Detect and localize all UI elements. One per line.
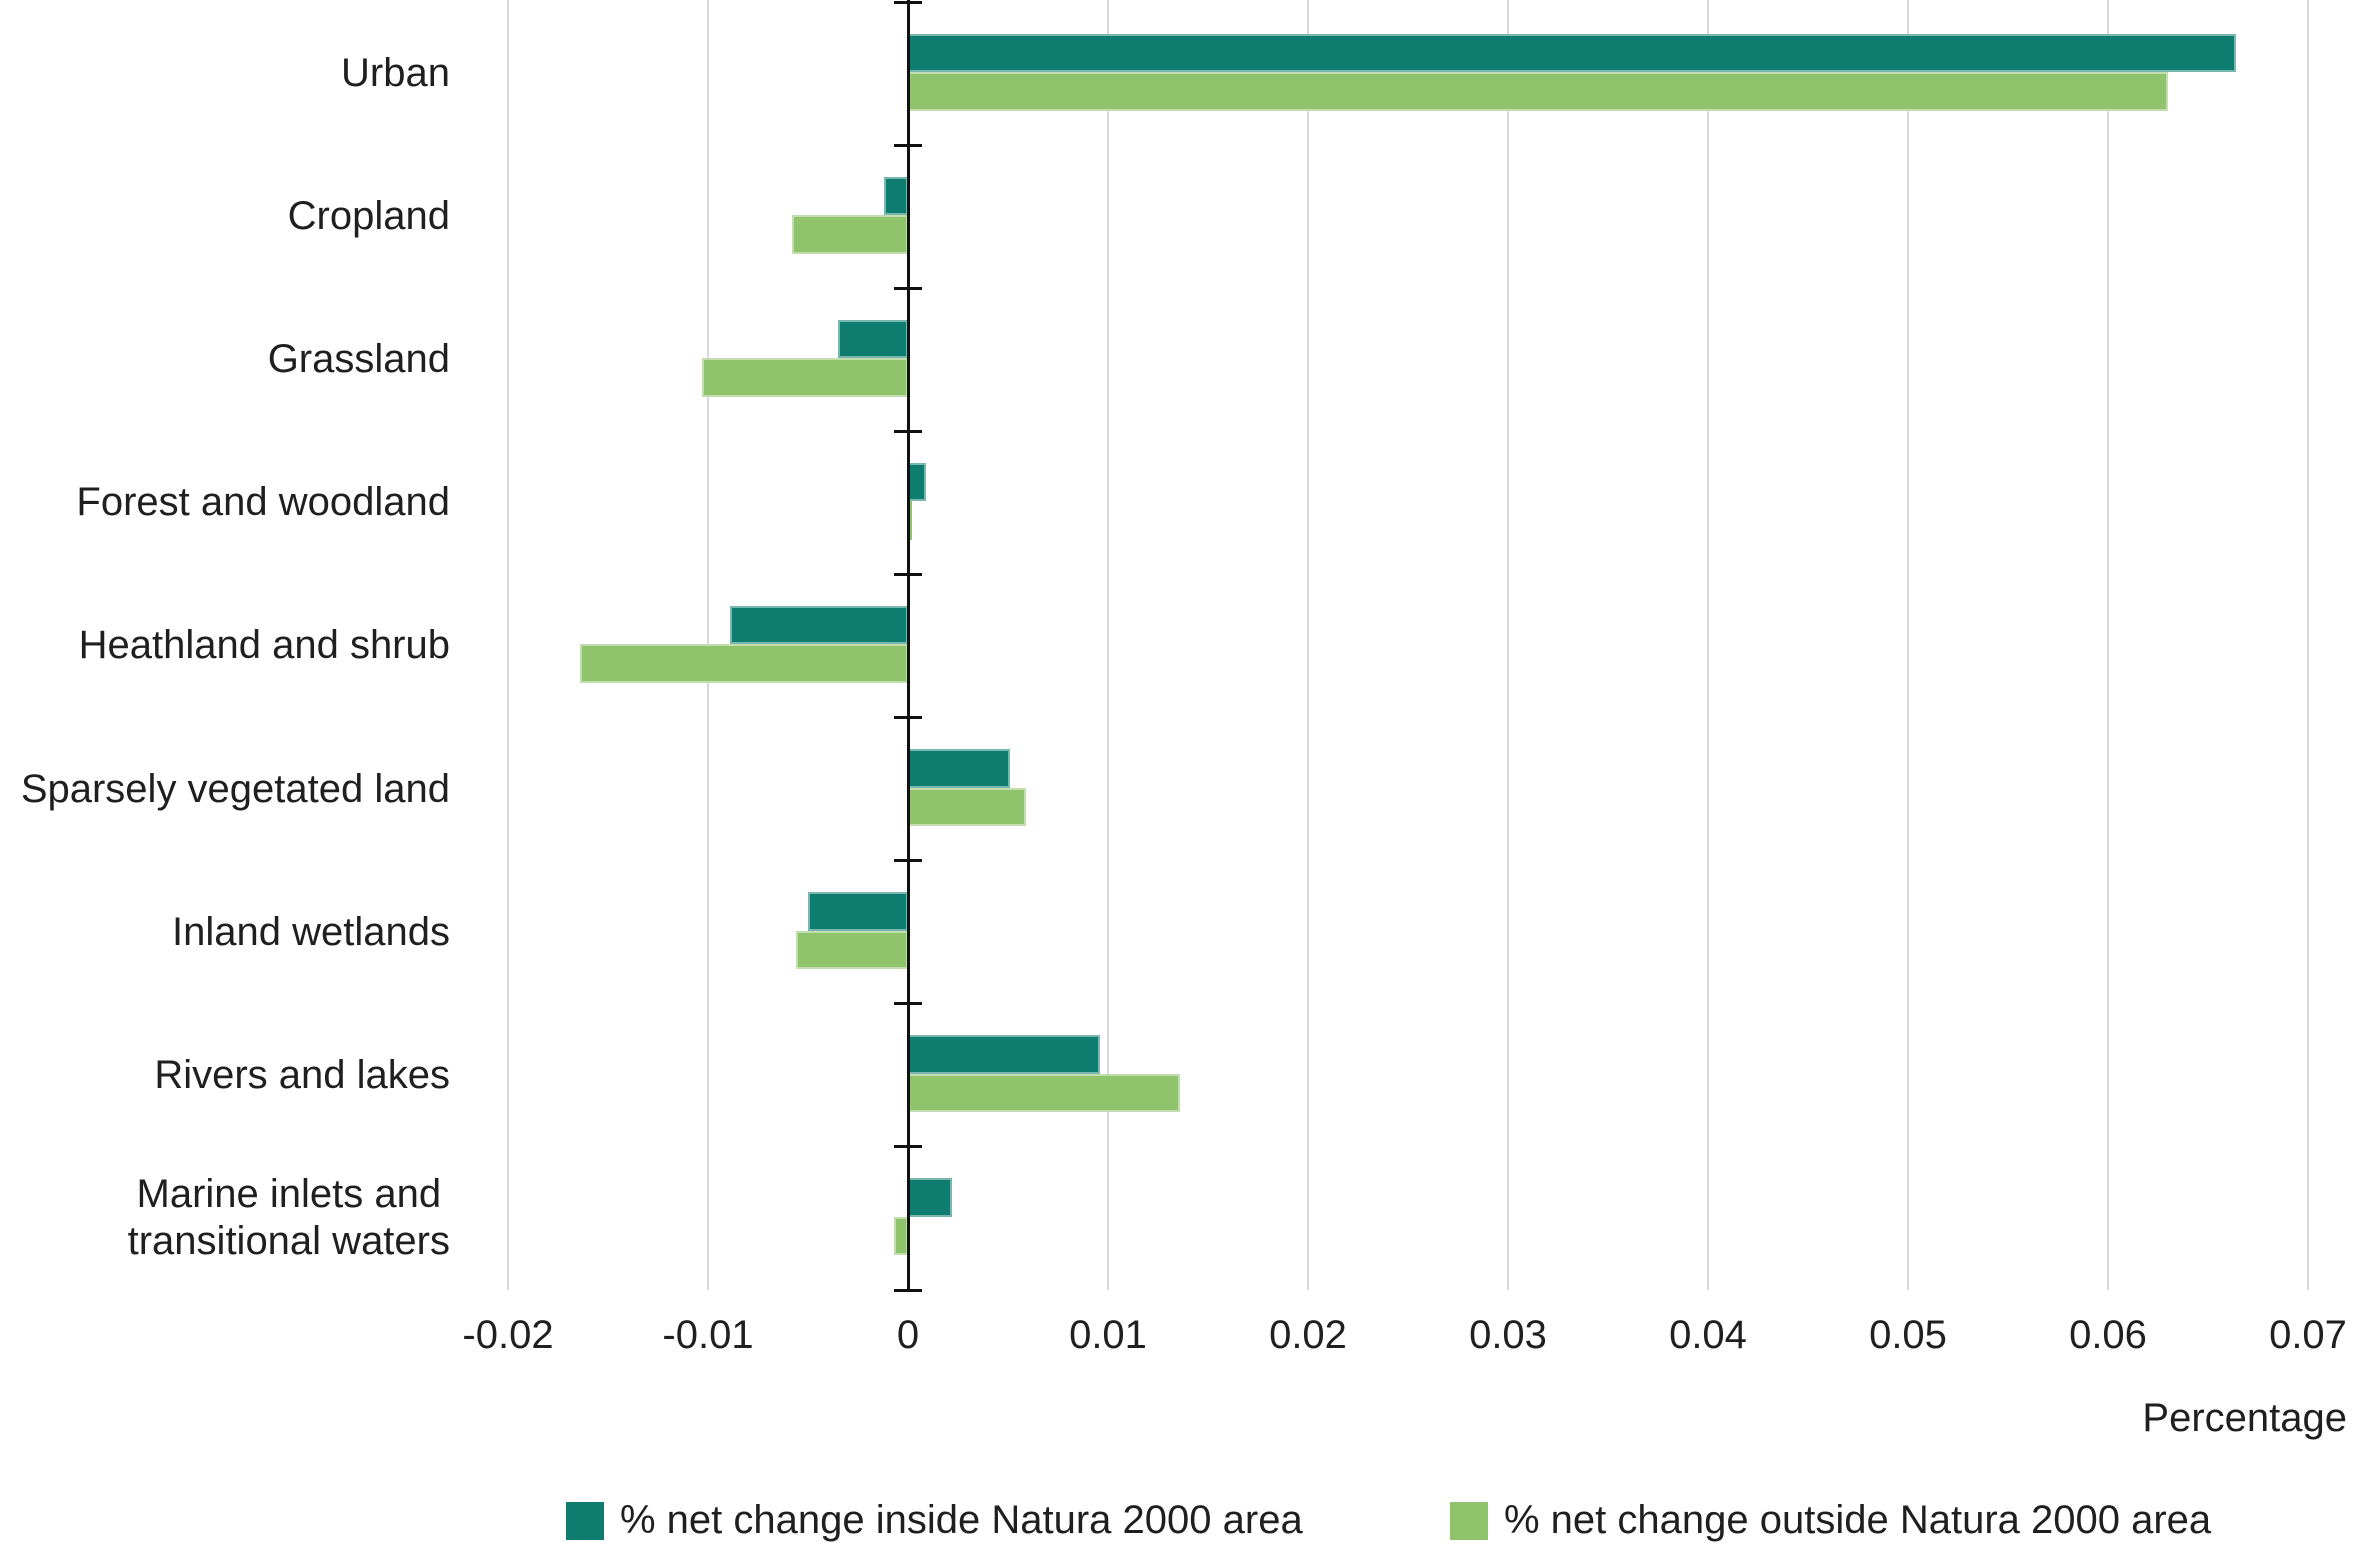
category-label: Cropland bbox=[287, 194, 450, 239]
gridline bbox=[2307, 0, 2309, 1290]
bar-outside bbox=[580, 644, 908, 683]
x-tick-label: 0.02 bbox=[1269, 1313, 1347, 1357]
axis-tick bbox=[894, 286, 922, 290]
bar-outside bbox=[908, 787, 1026, 827]
bar-inside bbox=[908, 1035, 1100, 1074]
x-tick-label: 0.04 bbox=[1669, 1313, 1747, 1357]
x-tick-label: -0.01 bbox=[662, 1313, 754, 1357]
bar-inside bbox=[838, 319, 908, 359]
legend-label-outside: % net change outside Natura 2000 area bbox=[1504, 1498, 2212, 1542]
bar-inside bbox=[908, 1178, 952, 1217]
gridline bbox=[1507, 0, 1509, 1290]
category-label: Marine inlets and transitional waters bbox=[127, 1172, 450, 1264]
legend: % net change inside Natura 2000 area % n… bbox=[0, 1498, 2353, 1558]
x-tick-label: 0.01 bbox=[1069, 1313, 1147, 1357]
x-tick-label: 0 bbox=[896, 1313, 920, 1357]
axis-tick bbox=[894, 429, 922, 433]
axis-tick bbox=[894, 1288, 922, 1292]
gridline bbox=[507, 0, 509, 1290]
gridline bbox=[1907, 0, 1909, 1290]
zero-axis-line bbox=[906, 0, 910, 1290]
bar-outside bbox=[792, 215, 908, 254]
category-label: Urban bbox=[341, 50, 450, 95]
gridline bbox=[1107, 0, 1109, 1290]
bar-inside bbox=[908, 462, 926, 502]
x-tick-label: 0.05 bbox=[1869, 1313, 1947, 1357]
bar-inside bbox=[730, 605, 908, 645]
bar-outside bbox=[702, 358, 908, 397]
bar-outside bbox=[908, 1073, 1180, 1113]
axis-tick bbox=[894, 572, 922, 576]
bar-outside bbox=[796, 930, 908, 970]
bar-inside bbox=[808, 892, 908, 931]
legend-swatch-outside bbox=[1450, 1501, 1488, 1540]
category-label: Inland wetlands bbox=[172, 909, 450, 954]
bar-outside bbox=[908, 72, 2168, 111]
legend-item-inside: % net change inside Natura 2000 area bbox=[566, 1498, 1303, 1543]
x-axis-title: Percentage bbox=[2142, 1396, 2347, 1440]
legend-label-inside: % net change inside Natura 2000 area bbox=[620, 1498, 1303, 1542]
bar-inside bbox=[908, 749, 1010, 788]
x-tick-label: -0.02 bbox=[462, 1313, 554, 1357]
category-label: Sparsely vegetated land bbox=[20, 766, 450, 811]
axis-tick bbox=[894, 143, 922, 147]
bar-inside bbox=[884, 176, 908, 216]
category-label: Grassland bbox=[267, 337, 450, 382]
axis-tick bbox=[894, 716, 922, 720]
category-label: Heathland and shrub bbox=[78, 623, 450, 668]
category-label: Rivers and lakes bbox=[154, 1052, 450, 1097]
x-tick-label: 0.07 bbox=[2269, 1313, 2347, 1357]
bar-outside bbox=[908, 501, 912, 540]
legend-swatch-inside bbox=[566, 1501, 604, 1540]
legend-item-outside: % net change outside Natura 2000 area bbox=[1450, 1498, 2211, 1543]
x-tick-label: 0.06 bbox=[2069, 1313, 2147, 1357]
axis-tick bbox=[894, 1145, 922, 1149]
gridline bbox=[1707, 0, 1709, 1290]
x-tick-label: 0.03 bbox=[1469, 1313, 1547, 1357]
gridline bbox=[1307, 0, 1309, 1290]
gridline bbox=[2107, 0, 2109, 1290]
category-label: Forest and woodland bbox=[76, 480, 450, 525]
axis-tick bbox=[894, 859, 922, 863]
axis-tick bbox=[894, 1002, 922, 1006]
axis-tick bbox=[894, 0, 922, 4]
bar-inside bbox=[908, 33, 2236, 72]
